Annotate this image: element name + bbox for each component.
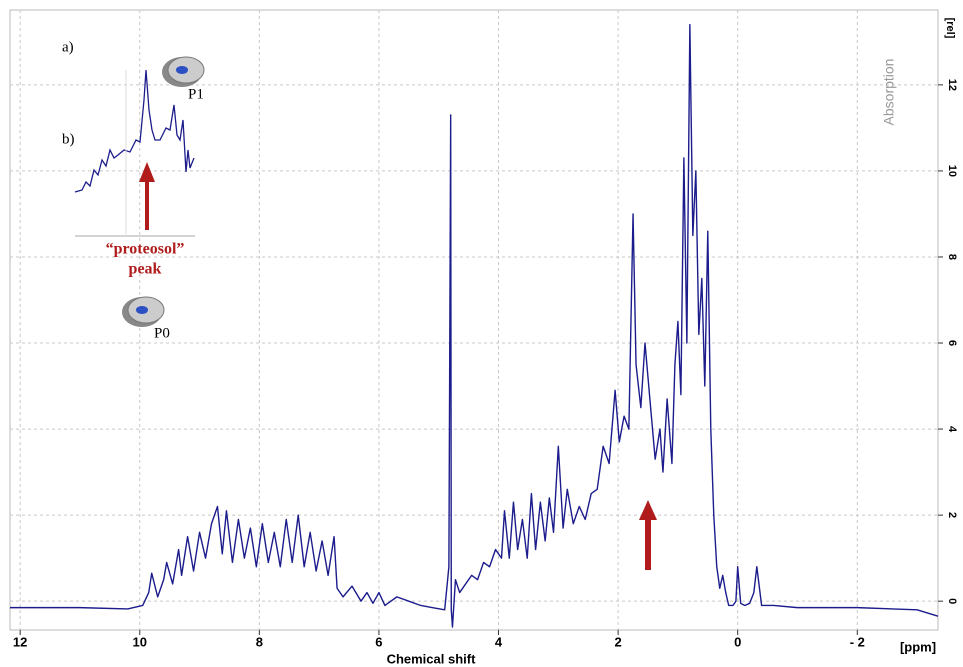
- y-tick-label: 8: [946, 254, 958, 260]
- cell-icon: [122, 296, 165, 327]
- x-unit: [ppm]: [900, 639, 936, 654]
- label-p0: P0: [154, 325, 170, 341]
- y-axis-title: Absorption: [881, 59, 897, 126]
- x-tick-label: 10: [133, 634, 147, 649]
- y-unit: [rel]: [944, 18, 956, 39]
- spectrum-line: [10, 23, 939, 628]
- label-a: a): [62, 39, 74, 55]
- y-tick-label: 4: [946, 426, 958, 433]
- x-tick-label: 0: [734, 634, 741, 649]
- y-tick-label: 6: [946, 340, 958, 346]
- x-tick-label: - 2: [850, 634, 865, 649]
- x-axis-title: Chemical shift: [387, 651, 477, 666]
- y-tick-label: 0: [946, 598, 958, 604]
- arrow: [139, 162, 155, 230]
- label-p1: P1: [188, 86, 204, 102]
- y-tick-label: 2: [946, 512, 958, 518]
- x-tick-label: 12: [13, 634, 27, 649]
- arrow: [639, 500, 657, 570]
- y-tick-label: 10: [946, 165, 958, 177]
- plot-frame: [9, 9, 939, 631]
- x-tick-label: 4: [495, 634, 503, 649]
- inset: a) b) “proteosol” peak P1 P0: [62, 39, 205, 341]
- peak-word: peak: [129, 261, 162, 278]
- inset-trace: [74, 69, 195, 193]
- x-tick-label: 6: [375, 634, 382, 649]
- y-tick-label: 12: [946, 79, 958, 91]
- peak-name: “proteosol”: [106, 241, 185, 258]
- x-tick-label: 8: [256, 634, 263, 649]
- cell-icon: [162, 56, 205, 87]
- label-b: b): [62, 131, 75, 147]
- axes: 12 10 8 6 4 2 0 - 2 0 2 4 6 8 10 12: [10, 10, 958, 649]
- x-tick-label: 2: [614, 634, 621, 649]
